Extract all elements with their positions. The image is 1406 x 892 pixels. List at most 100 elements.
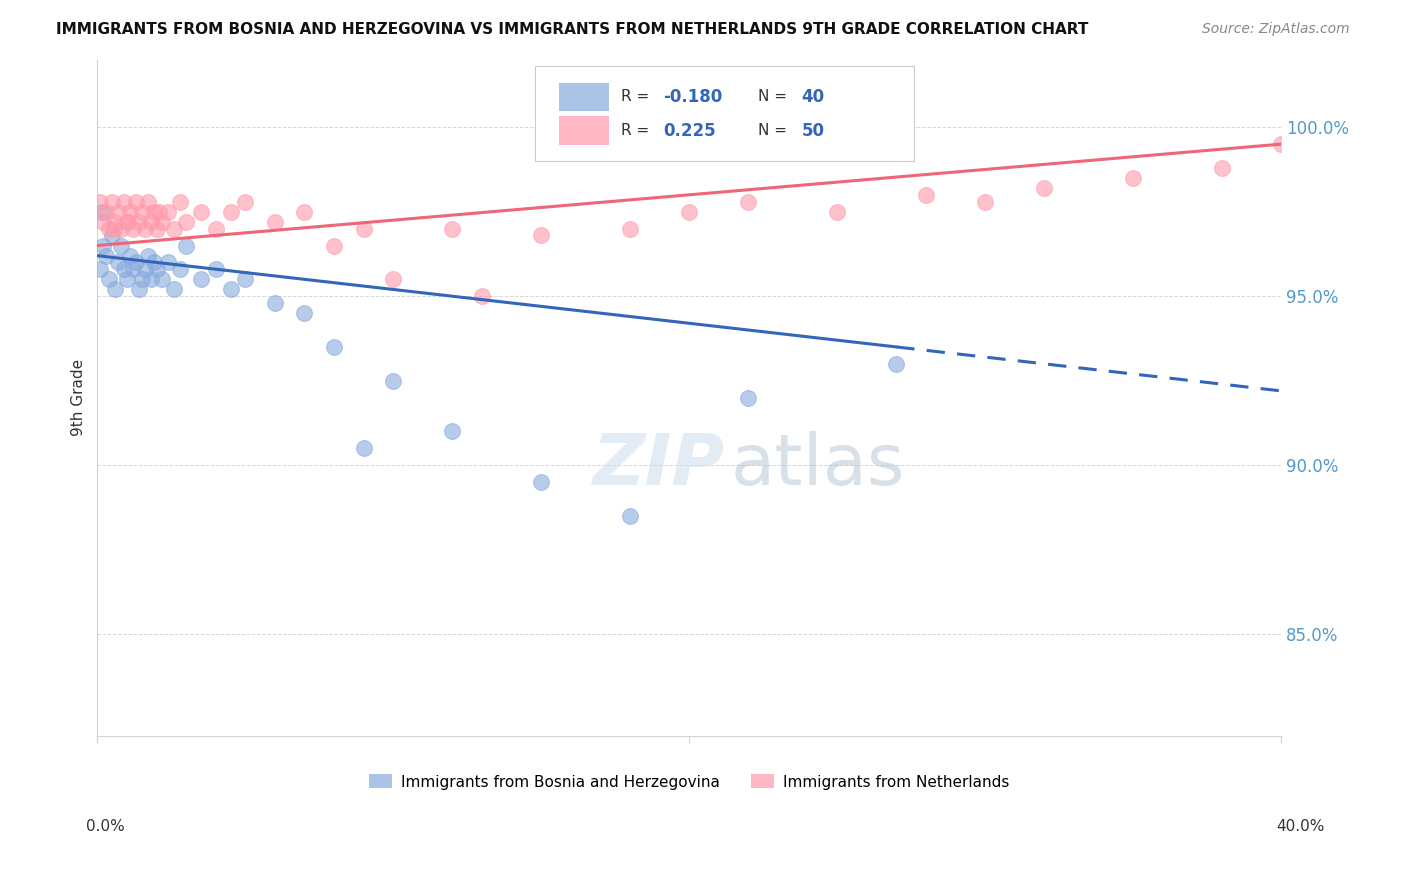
Point — [139, 215, 162, 229]
Point — [128, 215, 150, 229]
Point — [382, 272, 405, 286]
Point — [90, 204, 112, 219]
Point — [107, 204, 129, 219]
Text: 0.225: 0.225 — [664, 121, 716, 139]
Point — [441, 221, 464, 235]
Text: IMMIGRANTS FROM BOSNIA AND HERZEGOVINA VS IMMIGRANTS FROM NETHERLANDS 9TH GRADE : IMMIGRANTS FROM BOSNIA AND HERZEGOVINA V… — [56, 22, 1088, 37]
Point — [112, 262, 135, 277]
Point — [112, 194, 135, 209]
Point — [737, 391, 759, 405]
Point — [233, 194, 256, 209]
Point — [294, 204, 316, 219]
Text: N =: N = — [758, 89, 792, 104]
Point — [323, 238, 346, 252]
Point — [169, 262, 191, 277]
Point — [157, 255, 180, 269]
Point — [471, 289, 494, 303]
Point — [233, 272, 256, 286]
Point — [353, 442, 375, 456]
Point — [134, 262, 156, 277]
Point — [103, 221, 125, 235]
Point — [152, 215, 174, 229]
Point — [115, 272, 138, 286]
Point — [136, 249, 159, 263]
Point — [118, 249, 141, 263]
Point — [91, 215, 114, 229]
Point — [142, 204, 165, 219]
Point — [619, 508, 641, 523]
Point — [163, 283, 186, 297]
Point — [219, 283, 242, 297]
Point — [1033, 181, 1056, 195]
Text: Source: ZipAtlas.com: Source: ZipAtlas.com — [1202, 22, 1350, 37]
Point — [163, 221, 186, 235]
Point — [204, 262, 226, 277]
Point — [190, 272, 212, 286]
Point — [110, 221, 132, 235]
Point — [145, 262, 167, 277]
Point — [96, 249, 118, 263]
Point — [121, 221, 143, 235]
Point — [125, 255, 148, 269]
Point — [174, 238, 197, 252]
Text: -0.180: -0.180 — [664, 87, 723, 106]
Point — [825, 204, 848, 219]
Text: R =: R = — [620, 123, 654, 138]
Point — [121, 262, 143, 277]
Point — [530, 228, 553, 243]
Point — [169, 194, 191, 209]
Point — [128, 283, 150, 297]
Point — [915, 187, 938, 202]
Point — [101, 228, 124, 243]
Text: 50: 50 — [801, 121, 824, 139]
Point — [323, 340, 346, 354]
Point — [101, 194, 124, 209]
Point — [118, 204, 141, 219]
Point — [264, 215, 287, 229]
Point — [157, 204, 180, 219]
Point — [204, 221, 226, 235]
Point — [884, 357, 907, 371]
Point — [125, 194, 148, 209]
Point — [91, 238, 114, 252]
Text: ZIP: ZIP — [592, 431, 724, 500]
FancyBboxPatch shape — [536, 66, 914, 161]
Point — [134, 221, 156, 235]
Text: 0.0%: 0.0% — [86, 820, 125, 834]
Point — [104, 215, 127, 229]
Text: 40.0%: 40.0% — [1277, 820, 1324, 834]
Point — [382, 374, 405, 388]
Point — [136, 194, 159, 209]
Text: 40: 40 — [801, 87, 825, 106]
FancyBboxPatch shape — [560, 116, 609, 145]
Point — [107, 255, 129, 269]
Point — [190, 204, 212, 219]
Point — [145, 221, 167, 235]
Point — [1211, 161, 1233, 175]
Point — [174, 215, 197, 229]
Point — [441, 425, 464, 439]
Point — [139, 272, 162, 286]
Text: R =: R = — [620, 89, 654, 104]
Point — [98, 221, 121, 235]
Point — [737, 194, 759, 209]
Point — [104, 283, 127, 297]
Point — [619, 221, 641, 235]
Point — [96, 204, 118, 219]
Point — [264, 296, 287, 310]
Point — [152, 272, 174, 286]
Point — [1270, 137, 1292, 152]
Point — [219, 204, 242, 219]
Point — [115, 215, 138, 229]
Point — [110, 238, 132, 252]
Point — [131, 272, 153, 286]
Point — [530, 475, 553, 490]
Text: N =: N = — [758, 123, 792, 138]
Point — [89, 262, 111, 277]
Point — [142, 255, 165, 269]
Point — [98, 272, 121, 286]
Point — [974, 194, 997, 209]
Legend: Immigrants from Bosnia and Herzegovina, Immigrants from Netherlands: Immigrants from Bosnia and Herzegovina, … — [363, 768, 1015, 796]
Point — [148, 204, 170, 219]
Text: atlas: atlas — [731, 431, 905, 500]
